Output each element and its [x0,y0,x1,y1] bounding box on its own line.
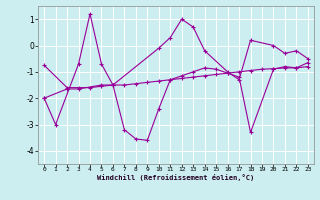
X-axis label: Windchill (Refroidissement éolien,°C): Windchill (Refroidissement éolien,°C) [97,174,255,181]
